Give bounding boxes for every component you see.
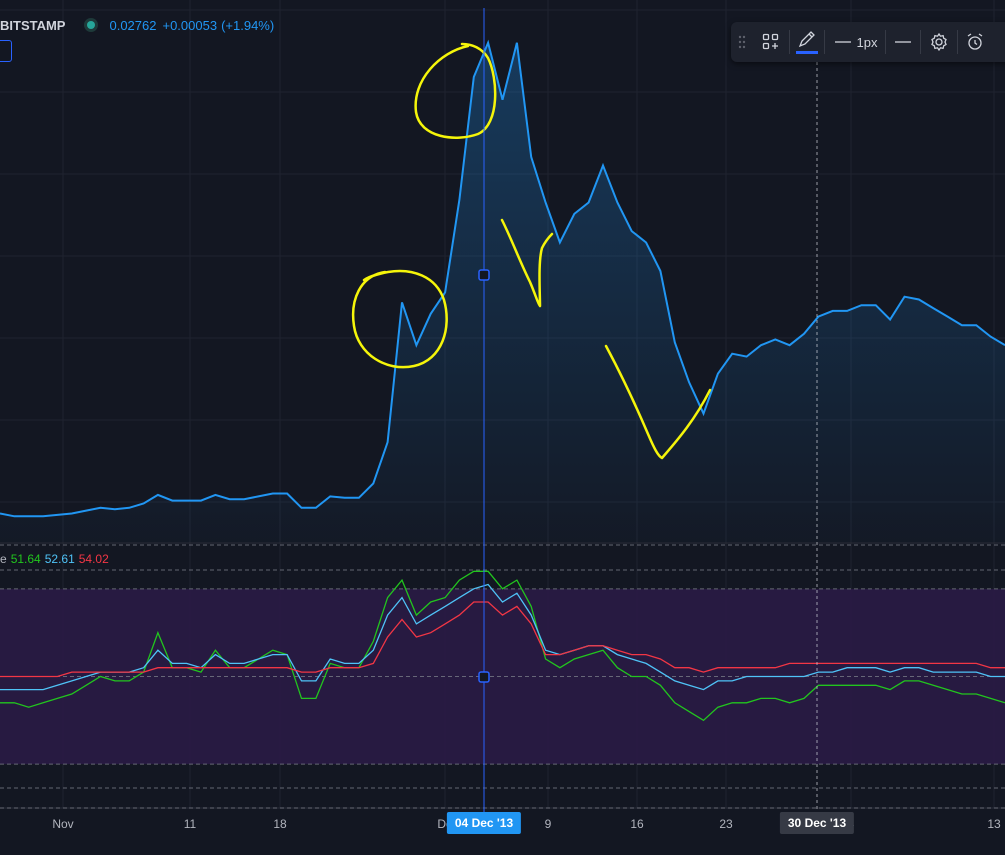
annotation-stroke-decline [500,218,554,308]
oscillator-line [0,570,1005,722]
x-tick-label: 23 [719,817,733,831]
x-tick-label: 11 [183,817,197,831]
oscillator-name: e [0,552,7,566]
alarm-icon[interactable] [958,22,992,62]
annotation-circle-prepeak [351,269,448,369]
toolbar-separator [885,30,886,54]
line-width-icon [834,41,851,43]
templates-icon[interactable] [753,22,789,62]
last-price: 0.02762 [109,17,157,33]
x-tick-label: 9 [544,817,552,831]
drawing-toolbar: 1px [731,22,1005,62]
oscillator-line [0,601,1005,678]
marker-date-label: 30 Dec '13 [779,812,855,834]
annotation-stroke-bottom [604,344,712,460]
oscillator-line [0,583,1005,691]
line-width-label: 1px [856,34,878,50]
drag-handle-icon[interactable] [731,22,753,62]
oscillator-legend: e 51.64 52.61 54.02 [0,552,109,566]
line-style-icon[interactable] [886,22,920,62]
settings-icon[interactable] [921,22,957,62]
yellow-annotations [351,42,712,460]
price-area-fill [0,42,1005,543]
x-tick-label: Nov [52,817,74,831]
oscillator-value-2: 52.61 [44,552,75,566]
symbol-header: BITSTAMP 0.02762 +0.00053 (+1.94%) [0,14,274,36]
x-tick-label: 13 [987,817,1001,831]
x-tick-label: 16 [630,817,644,831]
x-tick-label: 18 [273,817,287,831]
price-area [0,39,1005,543]
price-change: +0.00053 [162,17,218,33]
crosshair [478,8,818,812]
oscillator-band [0,544,1005,809]
price-change-pct: (+1.94%) [221,17,275,33]
oscillator-value-1: 51.64 [10,552,41,566]
toolbar-separator [957,30,958,54]
oscillator-lines [0,570,1005,722]
legend-toggle-button[interactable] [0,40,12,62]
oscillator-highlight-band [0,588,1005,765]
symbol-name[interactable]: BITSTAMP [0,17,66,33]
price-line [0,39,1005,518]
toolbar-separator [824,30,825,54]
crosshair-date-label: 04 Dec '13 [446,812,522,834]
crosshair-handle-bottom [478,671,490,683]
toolbar-separator [789,30,790,54]
crosshair-handle-top [478,269,490,281]
line-width-button[interactable]: 1px [825,22,885,62]
market-status-icon [87,21,96,29]
toolbar-separator [920,30,921,54]
oscillator-value-3: 54.02 [78,552,109,566]
pencil-icon[interactable] [790,22,824,62]
annotation-circle-peak [414,42,497,139]
